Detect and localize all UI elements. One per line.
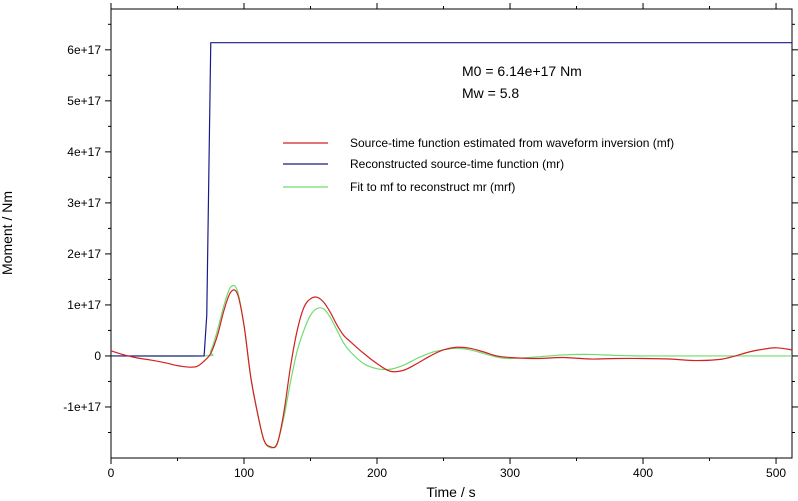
y-tick-label: 6e+17: [67, 43, 101, 57]
y-tick-label: 4e+17: [67, 145, 101, 159]
x-tick-label: 500: [766, 466, 786, 480]
annotation-mw: Mw = 5.8: [462, 85, 519, 101]
x-tick-label: 0: [108, 466, 115, 480]
axis-ticks: 0 100 200 300 400 500 -1e+17 0 1e+17 2e+17 3e+17 4e…: [63, 3, 798, 480]
y-tick-label: 0: [94, 349, 101, 363]
y-tick-label: -1e+17: [63, 400, 101, 414]
y-tick-label: 2e+17: [67, 247, 101, 261]
series-mrf-line: [110, 284, 792, 449]
plot-frame: [110, 8, 793, 459]
x-tick-label: 200: [367, 466, 387, 480]
legend-label-mr: Reconstructed source-time function (mr): [350, 157, 564, 171]
y-tick-label: 1e+17: [67, 298, 101, 312]
series-layer: [110, 42, 793, 449]
y-tick-label: 3e+17: [67, 196, 101, 210]
series-mf-line: [110, 289, 793, 449]
legend-label-mrf: Fit to mf to reconstruct mr (mrf): [350, 180, 515, 194]
legend: Source-time function estimated from wave…: [283, 136, 674, 194]
x-tick-label: 400: [633, 466, 653, 480]
x-tick-label: 300: [500, 466, 520, 480]
y-tick-label: 5e+17: [67, 94, 101, 108]
legend-label-mf: Source-time function estimated from wave…: [350, 136, 674, 150]
annotation-m0: M0 = 6.14e+17 Nm: [462, 63, 582, 79]
x-axis-title: Time / s: [426, 484, 475, 500]
series-mr-line: [111, 42, 792, 357]
y-axis-title: Moment / Nm: [0, 191, 15, 275]
x-tick-label: 100: [234, 466, 254, 480]
